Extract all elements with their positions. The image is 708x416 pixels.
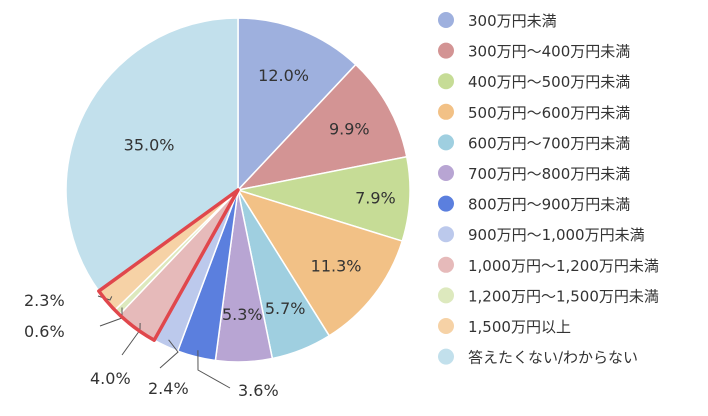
legend-label-6: 700万円～800万円未満	[468, 165, 630, 183]
value-label-10: 0.6%	[24, 322, 65, 341]
value-label-5: 5.7%	[265, 299, 306, 318]
legend-label-9: 1,000万円～1,200万円未満	[468, 257, 659, 275]
value-label-6: 5.3%	[222, 305, 263, 324]
legend-label-4: 500万円～600万円未満	[468, 104, 630, 122]
legend-label-2: 300万円～400万円未満	[468, 43, 630, 61]
legend-swatch-2	[438, 42, 454, 59]
leader-line-7	[197, 350, 231, 389]
legend-swatch-3	[438, 73, 454, 90]
legend-label-7: 800万円～900万円未満	[468, 196, 630, 214]
legend-label-8: 900万円～1,000万円未満	[468, 226, 645, 244]
pie-slice-2	[235, 63, 408, 192]
value-label-3: 7.9%	[355, 188, 396, 207]
legend-label-5: 600万円～700万円未満	[468, 134, 630, 152]
legend-swatch-1	[438, 12, 454, 28]
value-label-12: 35.0%	[124, 136, 175, 155]
value-label-11: 2.3%	[24, 291, 65, 310]
value-label-9: 4.0%	[90, 369, 131, 388]
value-label-4: 11.3%	[311, 257, 362, 276]
value-label-7: 3.6%	[238, 381, 279, 400]
legend-label-10: 1,200万円～1,500万円未満	[468, 287, 659, 305]
legend-swatch-12	[438, 348, 454, 365]
highlight-group	[97, 188, 240, 342]
leader-line-8	[159, 339, 179, 369]
pie-slice-12	[65, 17, 239, 293]
legend-swatch-7	[438, 195, 454, 212]
pie-slice-4	[236, 188, 404, 337]
legend-label-11: 1,500万円以上	[468, 318, 571, 336]
value-label-8: 2.4%	[148, 379, 189, 398]
value-label-2: 9.9%	[329, 119, 370, 138]
legend-label-1: 300万円未満	[468, 12, 557, 30]
legend-swatch-5	[438, 134, 454, 151]
legend-swatch-6	[438, 165, 454, 181]
legend-swatch-8	[438, 226, 454, 243]
pie-slices	[65, 17, 411, 363]
legend-swatch-10	[438, 287, 454, 304]
legend-swatch-9	[438, 256, 454, 273]
pie-slice-1	[237, 17, 357, 192]
legend-label-3: 400万円～500万円未満	[468, 73, 630, 91]
legend-swatch-11	[438, 318, 454, 334]
legend: 300万円未満 300万円～400万円未満 400万円～500万円未満 500万円～6…	[438, 12, 659, 367]
highlight-outline	[97, 188, 240, 342]
legend-swatch-4	[438, 103, 454, 120]
value-labels: 12.0% 9.9% 7.9% 11.3% 5.7%5.3% 3.6% 2.4% 4.0% 0.…	[24, 66, 396, 400]
value-label-1: 12.0%	[258, 66, 309, 85]
legend-label-12: 答えたくない/わからない	[468, 349, 638, 367]
